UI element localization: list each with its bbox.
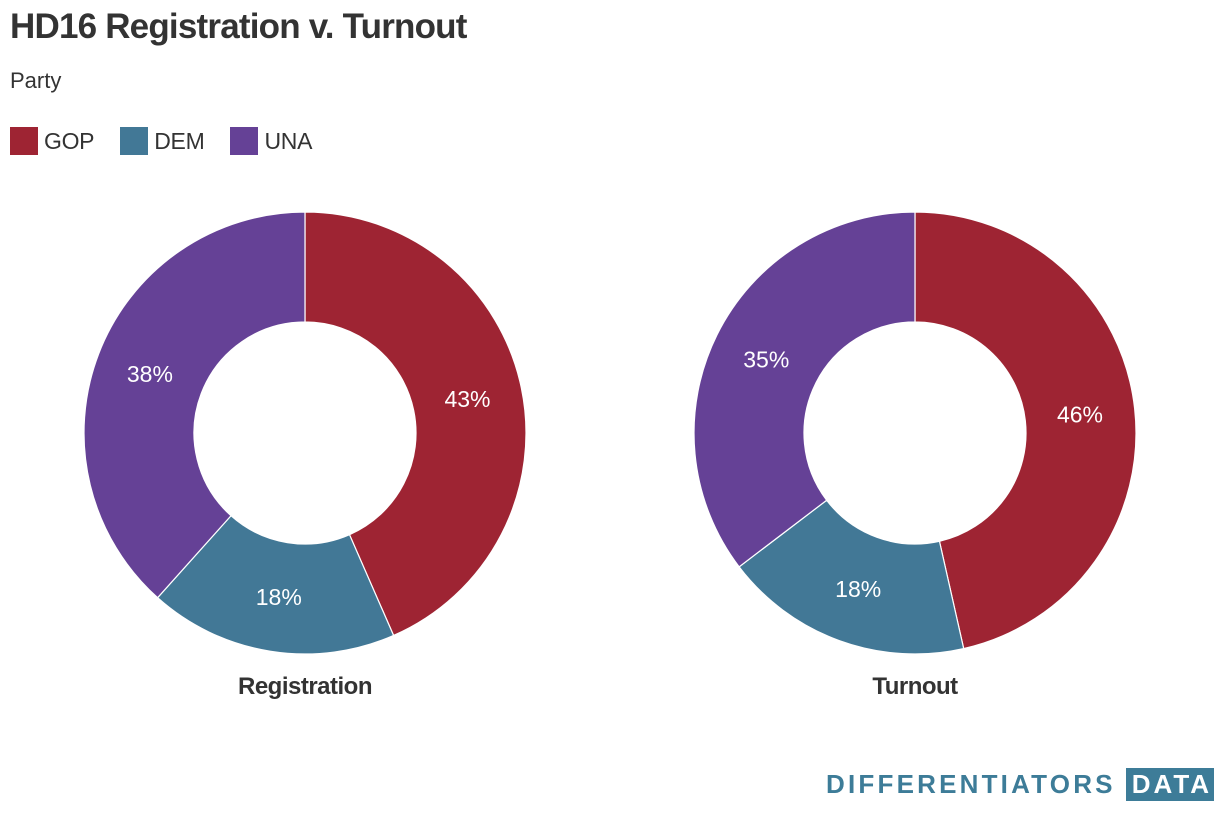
legend-swatch-dem	[120, 127, 149, 155]
data-label-registration-dem: 18%	[256, 584, 302, 610]
logo-data-box: DATA	[1125, 767, 1215, 801]
chart-title: HD16 Registration v. Turnout	[10, 7, 467, 46]
legend-item-gop[interactable]: GOP	[10, 127, 95, 155]
data-label-turnout-una: 35%	[743, 346, 789, 372]
legend-label-una: UNA	[264, 127, 313, 154]
legend-label-gop: GOP	[44, 127, 95, 154]
slice-turnout-dem[interactable]	[738, 499, 965, 655]
chart-subtitle: Party	[10, 68, 62, 93]
legend-label-dem: DEM	[154, 127, 205, 154]
logo-wordmark: DIFFERENTIATORS	[826, 768, 1116, 799]
slice-registration-gop[interactable]	[304, 211, 527, 637]
donut-chart-turnout: 46% 18% 35% Turnout	[693, 211, 1137, 700]
slice-registration-dem[interactable]	[156, 514, 395, 655]
legend: GOP DEM UNA	[10, 126, 312, 156]
data-label-turnout-dem: 18%	[835, 576, 881, 602]
legend-swatch-una	[230, 127, 259, 155]
legend-swatch-gop	[10, 127, 38, 155]
slice-turnout-una[interactable]	[693, 211, 916, 568]
data-label-turnout-gop: 46%	[1057, 402, 1103, 428]
slice-turnout-gop[interactable]	[914, 211, 1137, 650]
data-label-registration-gop: 43%	[444, 386, 490, 412]
legend-item-una[interactable]: UNA	[230, 127, 312, 155]
differentiators-data-logo: DIFFERENTIATORS DATA	[826, 767, 1215, 801]
slice-registration-una[interactable]	[83, 211, 306, 599]
data-label-registration-una: 38%	[127, 361, 173, 387]
chart-label-registration: Registration	[238, 673, 372, 700]
donut-chart-registration: 43% 18% 38% Registration	[83, 211, 527, 700]
legend-item-dem[interactable]: DEM	[120, 127, 205, 155]
chart-label-turnout: Turnout	[872, 673, 958, 700]
